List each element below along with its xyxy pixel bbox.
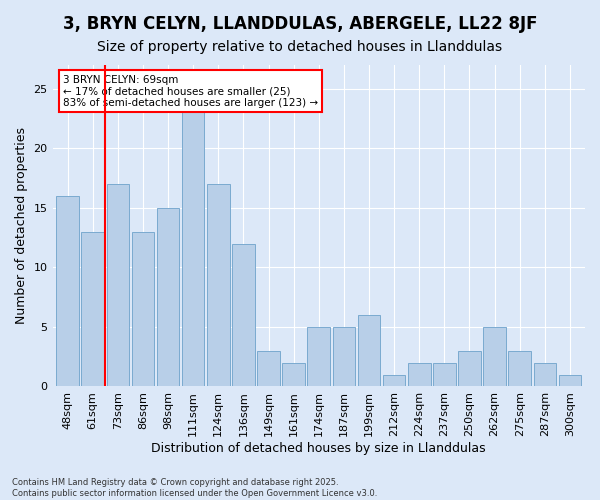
Text: Size of property relative to detached houses in Llanddulas: Size of property relative to detached ho…: [97, 40, 503, 54]
Bar: [358, 315, 380, 386]
Bar: [559, 374, 581, 386]
Bar: [257, 350, 280, 386]
Bar: [332, 327, 355, 386]
Text: 3, BRYN CELYN, LLANDDULAS, ABERGELE, LL22 8JF: 3, BRYN CELYN, LLANDDULAS, ABERGELE, LL2…: [63, 15, 537, 33]
Bar: [307, 327, 330, 386]
X-axis label: Distribution of detached houses by size in Llanddulas: Distribution of detached houses by size …: [151, 442, 486, 455]
Bar: [182, 100, 205, 387]
Bar: [458, 350, 481, 386]
Y-axis label: Number of detached properties: Number of detached properties: [15, 127, 28, 324]
Text: 3 BRYN CELYN: 69sqm
← 17% of detached houses are smaller (25)
83% of semi-detach: 3 BRYN CELYN: 69sqm ← 17% of detached ho…: [63, 74, 319, 108]
Bar: [157, 208, 179, 386]
Bar: [408, 362, 431, 386]
Bar: [82, 232, 104, 386]
Bar: [483, 327, 506, 386]
Bar: [232, 244, 255, 386]
Text: Contains HM Land Registry data © Crown copyright and database right 2025.
Contai: Contains HM Land Registry data © Crown c…: [12, 478, 377, 498]
Bar: [56, 196, 79, 386]
Bar: [283, 362, 305, 386]
Bar: [433, 362, 455, 386]
Bar: [508, 350, 531, 386]
Bar: [131, 232, 154, 386]
Bar: [383, 374, 406, 386]
Bar: [207, 184, 230, 386]
Bar: [107, 184, 129, 386]
Bar: [533, 362, 556, 386]
